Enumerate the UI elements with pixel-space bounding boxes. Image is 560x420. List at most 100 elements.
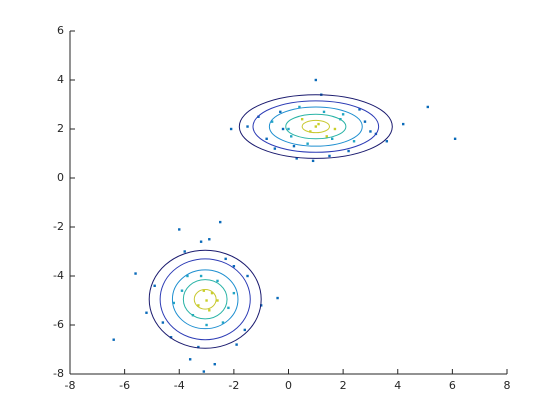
scatter-point: [265, 137, 268, 140]
scatter-point: [246, 125, 249, 128]
scatter-point: [352, 140, 356, 143]
scatter-point: [347, 149, 350, 153]
scatter-point: [270, 120, 274, 123]
contour: [301, 119, 330, 134]
scatter-point: [279, 110, 282, 114]
scatter-point: [300, 118, 304, 121]
scatter-point: [205, 323, 208, 327]
scatter-point: [208, 238, 211, 241]
scatter-point: [213, 363, 216, 366]
scatter-point: [229, 127, 233, 131]
contour: [171, 269, 239, 330]
scatter-point: [369, 130, 372, 133]
y-tick-label: -4: [53, 269, 64, 282]
scatter-point: [243, 328, 246, 332]
scatter-point: [178, 228, 181, 231]
contour: [238, 94, 393, 159]
scatter-point: [235, 343, 238, 346]
scatter-point: [169, 336, 173, 339]
scatter-point: [426, 105, 429, 109]
scatter-point: [341, 113, 345, 116]
y-tick-label: 0: [57, 171, 64, 184]
x-tick-label: 4: [394, 379, 401, 392]
scatter-point: [298, 105, 301, 109]
scatter-point: [216, 299, 219, 302]
scatter-point: [309, 130, 312, 133]
contour: [252, 100, 380, 153]
scatter-point: [317, 122, 320, 126]
x-tick-label: 0: [285, 379, 292, 392]
contour: [182, 279, 228, 320]
y-tick-label: -6: [53, 318, 64, 331]
x-tick-label: 6: [449, 379, 456, 392]
scatter-point: [202, 370, 206, 373]
y-tick-label: 6: [57, 24, 64, 37]
scatter-point: [180, 289, 184, 292]
scatter-point: [402, 122, 405, 126]
scatter-point: [172, 301, 175, 305]
scatter-point: [145, 311, 148, 314]
scatter-point: [183, 250, 186, 253]
scatter-point: [221, 321, 225, 324]
scatter-point: [331, 137, 334, 140]
scatter-point: [232, 265, 236, 268]
scatter-point: [208, 309, 211, 312]
scatter-point: [197, 345, 200, 349]
scatter-point: [227, 306, 230, 310]
x-tick-label: 8: [504, 379, 511, 392]
scatter-point: [134, 272, 137, 275]
scatter-point: [186, 274, 189, 278]
scatter-point: [358, 108, 361, 111]
x-tick-label: -8: [65, 379, 76, 392]
scatter-point: [363, 120, 367, 123]
scatter-point: [199, 274, 203, 278]
scatter-point: [202, 289, 206, 292]
scatter-point: [246, 274, 249, 278]
scatter-point: [153, 284, 156, 287]
scatter-point: [216, 279, 219, 283]
scatter-point: [290, 135, 293, 138]
y-tick-label: 4: [57, 73, 64, 86]
contour: [193, 288, 217, 310]
y-tick-label: -2: [53, 220, 64, 233]
scatter-point: [281, 127, 285, 131]
scatter-point: [276, 296, 279, 300]
scatter-point: [314, 78, 318, 82]
scatter-point: [385, 140, 389, 143]
scatter-point: [295, 157, 298, 160]
y-tick-label: 2: [57, 122, 64, 135]
y-tick-label: -8: [53, 367, 64, 380]
scatter-point: [219, 220, 222, 224]
scatter-point: [311, 159, 315, 163]
scatter-point: [210, 291, 214, 295]
scatter-point: [322, 110, 326, 114]
scatter-point: [333, 127, 337, 131]
scatter-point: [224, 257, 227, 261]
scatter-point: [287, 127, 290, 131]
contour: [159, 258, 251, 341]
scatter-point: [197, 304, 200, 307]
scatter-point: [205, 299, 208, 302]
x-tick-label: -4: [174, 379, 185, 392]
scatter-point: [257, 115, 260, 118]
contour: [285, 113, 347, 140]
scatter-point: [199, 240, 203, 243]
contour: [268, 106, 363, 147]
x-tick-label: -6: [119, 379, 130, 392]
scatter-point: [273, 147, 277, 150]
scatter-point: [325, 135, 328, 138]
contour: [148, 249, 262, 349]
scatter-point: [112, 338, 115, 341]
scatter-point: [306, 142, 309, 145]
scatter-point: [292, 144, 296, 148]
scatter-point: [314, 125, 318, 128]
x-tick-label: 2: [340, 379, 347, 392]
scatter-point: [161, 321, 165, 324]
scatter-point: [328, 154, 331, 158]
scatter-point: [188, 358, 192, 361]
scatter-point: [232, 291, 236, 295]
x-tick-label: -2: [228, 379, 239, 392]
scatter-point: [453, 137, 457, 140]
